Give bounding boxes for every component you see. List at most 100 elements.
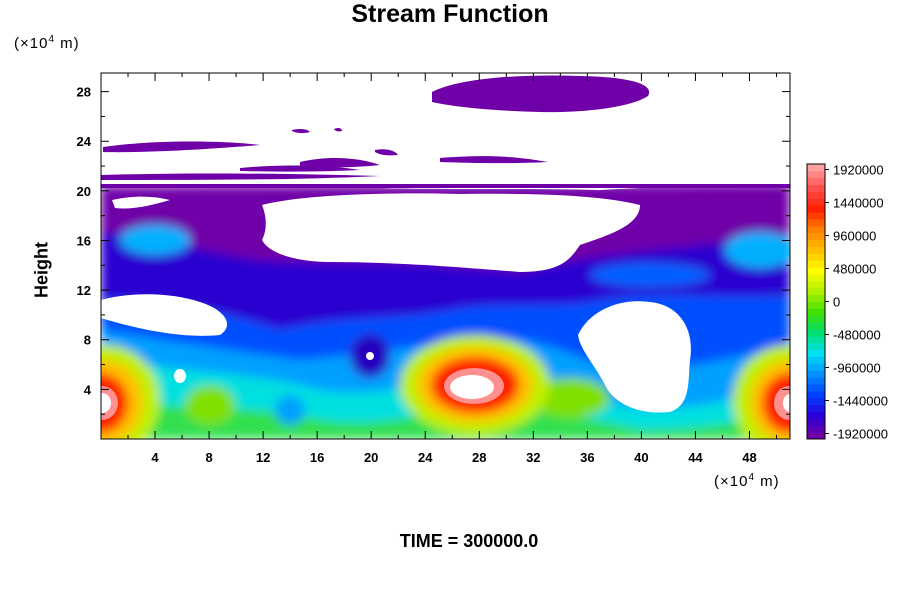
y-tick-label: 12 [77,283,91,298]
colorbar-label: 480000 [833,262,876,277]
colorbar-step [807,205,825,213]
colorbar-step [807,301,825,309]
colorbar-label: 960000 [833,229,876,244]
purple-streak-d [375,149,398,156]
x-tick-label: 48 [742,450,756,465]
field-cyan-spot [275,395,305,425]
colorbar: 1920000 1440000 960000 480000 0 -480000 -96000… [806,163,888,442]
purple-streak-e [292,128,310,134]
x-tick-label: 16 [310,450,324,465]
blank-mid-region [262,193,640,272]
plot-frame [100,72,791,440]
colorbar-step [807,280,825,289]
colorbar-step [807,239,825,247]
colorbar-step [807,411,825,419]
time-label: TIME = 300000.0 [399,531,539,551]
x-tick-label: 28 [472,450,486,465]
field-cyan-right [725,232,790,268]
high-left-core-white [101,393,111,413]
x-tick-label: 12 [256,450,270,465]
colorbar-step [807,315,825,323]
purple-streak-24 [103,141,260,153]
purple-streak-a [300,158,380,168]
colorbar-step [807,246,825,254]
colorbar-step [807,253,825,261]
field-blue-right [590,263,710,287]
colorbar-step [807,177,825,186]
high-left-red [101,373,128,433]
x-tick-label: 8 [205,450,212,465]
x-tick-label: 24 [418,450,433,465]
colorbar-step [807,294,825,302]
x-axis-unit: (×104 m) [714,472,780,490]
field-cyan-left [120,225,190,255]
colorbar-label: -1440000 [833,394,888,409]
colorbar-label: -960000 [833,361,881,376]
colorbar-step [807,356,825,364]
colorbar-step [807,349,825,357]
x-tick-label: 20 [364,450,378,465]
colorbar-label: -1920000 [833,427,888,442]
colorbar-step [807,225,825,234]
colorbar-step [807,287,825,296]
y-tick-label: 16 [77,233,91,248]
y-tick-label: 20 [77,184,91,199]
colorbar-step [807,397,825,406]
blank-left-region [101,294,228,336]
colorbar-step [807,404,825,412]
colorbar-step [807,170,825,179]
x-tick-label: 32 [526,450,540,465]
upper-boundary-band [101,184,790,188]
contour-field [101,73,790,439]
colorbar-step [807,219,825,227]
y-axis-unit: (×104 m) [14,34,80,52]
chart-title: Stream Function [351,0,549,28]
colorbar-step [807,191,825,199]
y-tick-label: 24 [77,134,92,149]
colorbar-step [807,363,825,371]
blank-dot-left [174,369,186,383]
colorbar-step [807,432,825,440]
blank-right-region [578,301,691,413]
y-tick-label: 28 [77,85,91,100]
purple-cloud-top [432,75,650,113]
colorbar-step [807,232,825,241]
colorbar-step [807,308,825,316]
x-tick-label: 44 [688,450,703,465]
colorbar-step [807,384,825,392]
blank-dot-center [366,352,374,360]
colorbar-step [807,260,825,268]
y-tick-label: 8 [84,333,91,348]
colorbar-step [807,342,825,351]
x-tick-label: 4 [151,450,159,465]
colorbar-step [807,335,825,344]
blank-small-left [112,196,170,209]
colorbar-step [807,377,825,385]
colorbar-step [807,274,825,282]
colorbar-step [807,418,825,426]
purple-streak-f [334,127,342,132]
purple-streak-c [440,156,548,164]
colorbar-label: 1440000 [833,196,884,211]
high-right-core [774,386,790,420]
y-tick-label: 4 [84,382,92,397]
colorbar-label: 1920000 [833,163,884,178]
purple-streak-b [240,165,360,172]
x-tick-label: 40 [634,450,648,465]
purple-streak-g [101,173,380,180]
high-right-core-white [783,394,790,412]
colorbar-step [807,212,825,220]
colorbar-label: -480000 [833,328,881,343]
colorbar-step [807,329,825,337]
colorbar-step [807,322,825,330]
colorbar-step [807,390,825,399]
colorbar-step [807,184,825,192]
field-yellowgreen-spot [185,385,235,425]
high-center-core-white [450,375,494,399]
colorbar-label: 0 [833,295,840,310]
colorbar-step [807,164,825,172]
field-yellowgreen-mid [530,378,610,418]
colorbar-step [807,267,825,275]
